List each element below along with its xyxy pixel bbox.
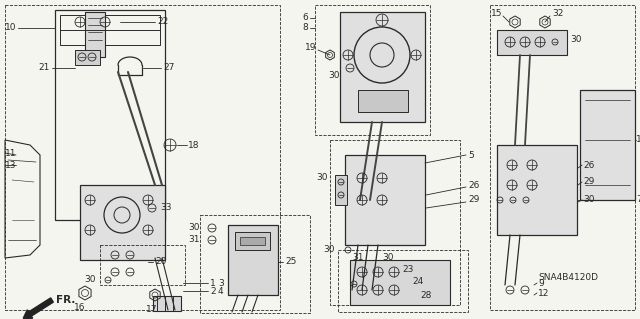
Bar <box>330 140 460 305</box>
Text: 6: 6 <box>302 13 308 23</box>
FancyArrow shape <box>23 298 53 318</box>
Bar <box>228 225 278 295</box>
Bar <box>358 90 408 112</box>
Text: 10: 10 <box>5 24 17 33</box>
Text: 4: 4 <box>218 286 223 295</box>
Text: 5: 5 <box>468 151 474 160</box>
Bar <box>60 15 160 45</box>
Text: 21: 21 <box>38 63 50 72</box>
Bar <box>235 232 270 250</box>
Bar <box>350 260 450 305</box>
Bar <box>240 237 265 245</box>
Bar <box>200 215 310 313</box>
Text: 30: 30 <box>382 253 394 262</box>
Bar <box>75 50 100 65</box>
Text: 11: 11 <box>5 149 17 158</box>
Bar <box>340 12 425 122</box>
Bar <box>580 90 635 200</box>
Text: 15: 15 <box>490 10 502 19</box>
Bar <box>80 185 165 260</box>
Text: 8: 8 <box>302 24 308 33</box>
Text: 25: 25 <box>285 257 296 266</box>
Text: 14: 14 <box>636 136 640 145</box>
Text: 3: 3 <box>218 278 224 287</box>
Text: 32: 32 <box>552 10 563 19</box>
Text: 28: 28 <box>420 291 431 300</box>
Bar <box>315 5 430 135</box>
Bar <box>55 10 165 220</box>
Text: 30: 30 <box>317 174 328 182</box>
Text: 29: 29 <box>468 196 479 204</box>
Text: 19: 19 <box>305 43 316 53</box>
Text: 24: 24 <box>412 278 423 286</box>
Text: 30: 30 <box>583 196 595 204</box>
Text: 26: 26 <box>583 160 595 169</box>
Text: 2: 2 <box>210 286 216 295</box>
Text: 22: 22 <box>157 18 168 26</box>
Text: 30: 30 <box>328 70 340 79</box>
Text: 1: 1 <box>210 278 216 287</box>
Text: 30: 30 <box>323 246 335 255</box>
Text: 27: 27 <box>163 63 174 72</box>
Bar <box>497 30 567 55</box>
Text: SNA4B4120D: SNA4B4120D <box>538 273 598 283</box>
Text: 33: 33 <box>160 204 172 212</box>
Text: 17: 17 <box>147 306 157 315</box>
Text: 31: 31 <box>189 235 200 244</box>
Text: 18: 18 <box>188 140 200 150</box>
Text: 12: 12 <box>538 288 549 298</box>
Text: 31: 31 <box>352 253 364 262</box>
Bar <box>345 155 425 245</box>
Text: 30: 30 <box>84 276 96 285</box>
Text: 20: 20 <box>155 257 166 266</box>
Bar <box>497 145 577 235</box>
Text: FR.: FR. <box>56 295 76 305</box>
Text: 26: 26 <box>468 181 479 189</box>
Bar <box>100 245 185 285</box>
Bar <box>338 250 468 312</box>
Text: 30: 30 <box>570 35 582 44</box>
Bar <box>335 175 347 205</box>
Text: 16: 16 <box>74 302 86 311</box>
Text: 13: 13 <box>5 160 17 169</box>
Text: 7: 7 <box>636 196 640 204</box>
Bar <box>85 12 105 57</box>
Text: 30: 30 <box>189 224 200 233</box>
Text: 9: 9 <box>538 278 544 287</box>
Text: 23: 23 <box>402 265 413 275</box>
Bar <box>5 5 280 310</box>
Bar <box>153 296 181 311</box>
Text: 29: 29 <box>583 177 595 187</box>
Bar <box>490 5 635 310</box>
